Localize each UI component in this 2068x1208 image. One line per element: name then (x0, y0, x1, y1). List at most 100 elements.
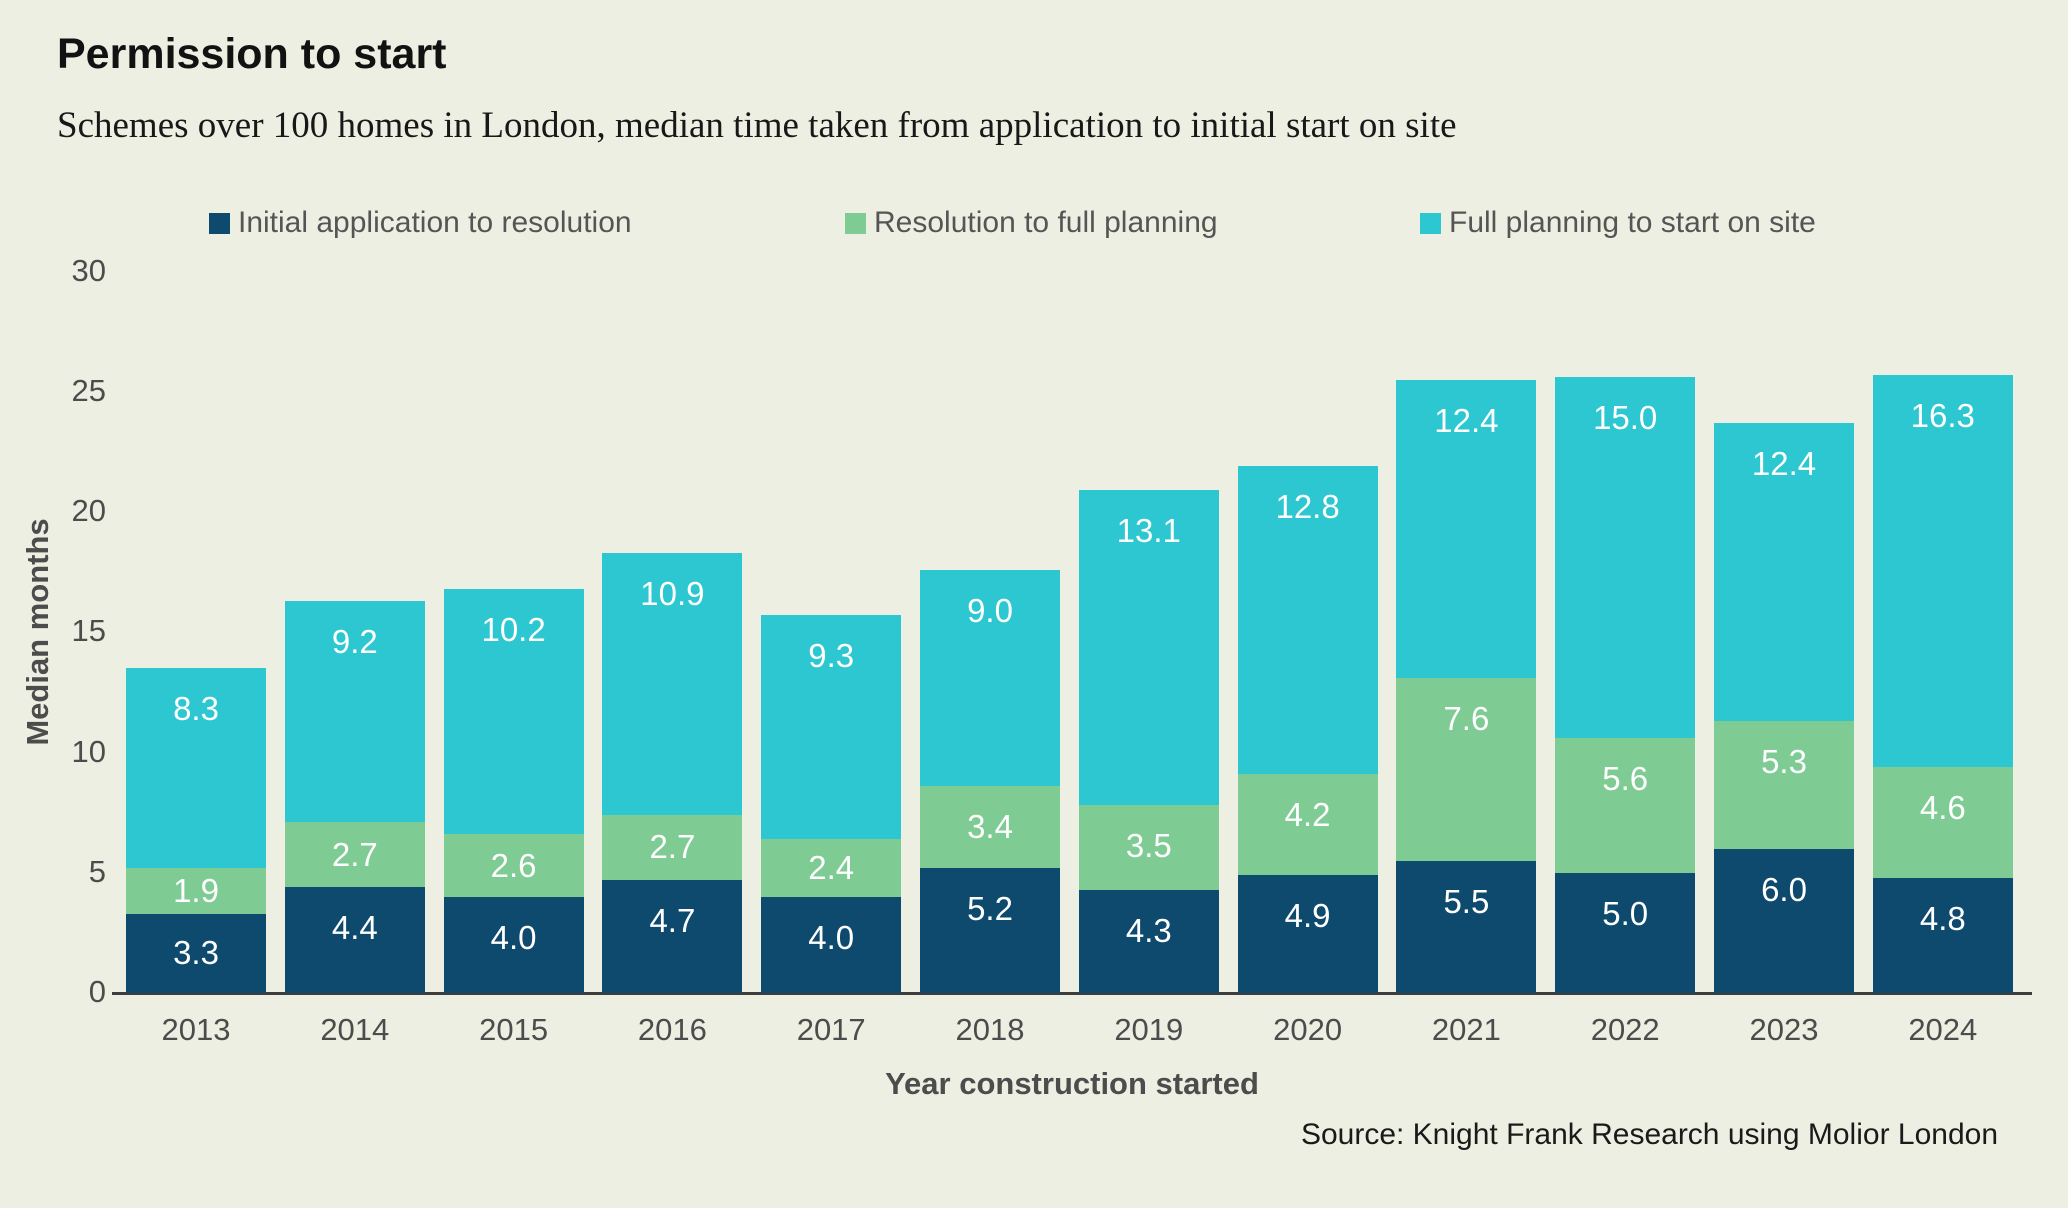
bar-value-label: 4.6 (1919, 788, 1966, 826)
bar-value-label: 15.0 (1593, 399, 1658, 437)
x-tick-label: 2020 (1273, 1012, 1343, 1047)
bar-segment: 5.3 (1714, 721, 1854, 849)
bar-value-label: 7.6 (1443, 699, 1490, 737)
legend-label: Resolution to full planning (874, 206, 1218, 239)
bar-segment: 5.0 (1555, 872, 1696, 993)
bar-segment: 12.4 (1714, 423, 1854, 722)
source-note: Source: Knight Frank Research using Moli… (1300, 1118, 1998, 1151)
bar-segment: 10.9 (602, 552, 743, 816)
x-tick-label: 2015 (479, 1012, 549, 1047)
bar-segment: 9.0 (920, 569, 1060, 787)
bar-segment: 4.3 (1078, 889, 1219, 993)
bar-value-label: 12.4 (1751, 445, 1817, 482)
bar-value-label: 8.3 (173, 690, 219, 728)
bar-value-label: 4.2 (1284, 796, 1331, 834)
legend-item-resolution-to-planning: Resolution to full planning (845, 204, 1218, 242)
bar-value-label: 5.6 (1602, 760, 1649, 798)
bar-segment: 8.3 (126, 668, 266, 868)
bar-value-label: 4.3 (1125, 911, 1172, 949)
bar-value-label: 5.3 (1761, 743, 1807, 781)
x-tick-label: 2014 (320, 1012, 390, 1047)
bar-value-label: 5.2 (967, 889, 1013, 927)
bar-value-label: 1.9 (173, 871, 219, 909)
y-tick-label: 5 (88, 853, 106, 889)
bar-segment: 2.7 (602, 815, 743, 880)
bar-segment: 10.2 (443, 588, 584, 835)
bar-value-label: 12.4 (1434, 401, 1499, 439)
bar-value-label: 12.8 (1275, 488, 1340, 526)
y-tick-label: 20 (71, 492, 106, 528)
y-tick-label: 25 (71, 372, 106, 408)
legend-label: Full planning to start on site (1449, 206, 1816, 239)
x-tick-label: 2023 (1749, 1012, 1819, 1047)
bar-value-label: 3.4 (967, 808, 1013, 846)
bar-segment: 2.7 (284, 822, 425, 888)
legend-swatch-green-icon (845, 212, 866, 234)
bar-segment: 4.6 (1872, 766, 2013, 878)
bar-segment: 4.0 (761, 896, 902, 993)
chart-title: Permission to start (57, 30, 447, 78)
x-tick-label: 2021 (1431, 1012, 1501, 1047)
bar-value-label: 13.1 (1116, 512, 1181, 550)
bar-segment: 9.2 (284, 600, 425, 823)
bar-value-label: 3.5 (1125, 827, 1172, 865)
legend-swatch-navy-icon (209, 212, 230, 234)
bar-segment: 4.2 (1237, 774, 1378, 876)
x-tick-label: 2024 (1908, 1012, 1978, 1047)
bar-value-label: 2.7 (331, 835, 378, 873)
bar-value-label: 4.9 (1284, 897, 1331, 935)
y-tick-label: 10 (71, 733, 106, 769)
bar-segment: 9.3 (761, 615, 902, 840)
x-tick-label: 2019 (1114, 1012, 1184, 1047)
y-tick-label: 15 (71, 613, 106, 649)
legend-swatch-cyan-icon (1420, 212, 1441, 234)
y-tick-label: 0 (88, 973, 106, 1009)
bar-value-label: 4.7 (649, 901, 696, 939)
bar-segment: 2.6 (443, 834, 584, 897)
bar-segment: 4.8 (1872, 877, 2013, 993)
bar-segment: 12.8 (1237, 466, 1378, 775)
x-axis-title: Year construction started (885, 1066, 1259, 1101)
x-axis-line (112, 992, 2032, 995)
bar-value-label: 4.8 (1919, 899, 1966, 937)
bar-segment: 16.3 (1872, 374, 2013, 767)
bar-value-label: 9.2 (331, 622, 378, 660)
bar-value-label: 10.9 (640, 574, 705, 612)
bar-value-label: 4.0 (490, 918, 537, 956)
bar-value-label: 4.0 (808, 918, 855, 956)
legend-label: Initial application to resolution (238, 206, 632, 239)
bar-value-label: 10.2 (481, 610, 546, 648)
bar-value-label: 2.4 (808, 848, 855, 886)
bar-segment: 15.0 (1555, 377, 1696, 739)
bar-segment: 3.5 (1078, 805, 1219, 890)
x-tick-label: 2016 (637, 1012, 707, 1047)
legend-item-initial-application: Initial application to resolution (209, 204, 632, 242)
bar-value-label: 3.3 (173, 934, 219, 972)
bar-segment: 3.3 (126, 913, 266, 993)
bar-value-label: 9.3 (808, 637, 855, 675)
chart-subtitle: Schemes over 100 homes in London, median… (57, 105, 1457, 146)
bar-segment: 6.0 (1714, 848, 1854, 993)
legend-item-planning-to-start: Full planning to start on site (1420, 204, 1816, 242)
bar-segment: 12.4 (1396, 379, 1537, 678)
bar-value-label: 5.0 (1602, 894, 1649, 932)
bar-value-label: 2.6 (490, 846, 537, 884)
x-tick-label: 2013 (161, 1012, 231, 1047)
bar-segment: 5.6 (1555, 738, 1696, 873)
bar-segment: 13.1 (1078, 490, 1219, 806)
bar-segment: 4.9 (1237, 875, 1378, 993)
bar-value-label: 4.4 (331, 909, 378, 947)
bar-value-label: 9.0 (967, 591, 1013, 629)
bar-segment: 4.7 (602, 879, 743, 993)
bar-segment: 1.9 (126, 867, 266, 914)
bar-segment: 4.0 (443, 896, 584, 993)
y-tick-label: 30 (71, 252, 106, 288)
x-tick-label: 2022 (1590, 1012, 1660, 1047)
bar-value-label: 16.3 (1910, 396, 1975, 434)
bar-segment: 2.4 (761, 839, 902, 897)
bar-segment: 4.4 (284, 887, 425, 993)
bar-segment: 5.5 (1396, 860, 1537, 993)
bar-value-label: 6.0 (1761, 870, 1807, 908)
bar-value-label: 2.7 (649, 828, 696, 866)
x-tick-label: 2018 (955, 1012, 1025, 1047)
